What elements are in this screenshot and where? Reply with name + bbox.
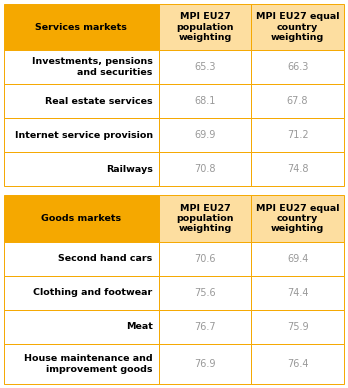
Text: Internet service provision: Internet service provision <box>15 131 153 140</box>
Bar <box>159 310 251 344</box>
Bar <box>4 276 159 310</box>
Bar <box>251 276 344 310</box>
Text: Services markets: Services markets <box>35 23 127 31</box>
Bar <box>159 50 251 84</box>
Bar <box>159 196 251 242</box>
Bar <box>159 84 251 118</box>
Bar <box>4 50 159 84</box>
Bar <box>4 152 159 187</box>
Text: 68.1: 68.1 <box>194 96 216 106</box>
Bar <box>4 84 159 118</box>
Bar <box>251 84 344 118</box>
Bar <box>159 4 251 50</box>
Text: 75.6: 75.6 <box>194 288 216 298</box>
Bar <box>251 196 344 242</box>
Bar <box>4 118 159 152</box>
Text: Investments, pensions
and securities: Investments, pensions and securities <box>32 57 153 77</box>
Text: 70.8: 70.8 <box>194 165 216 175</box>
Text: Railways: Railways <box>106 165 153 174</box>
Text: 76.9: 76.9 <box>194 359 216 369</box>
Bar <box>159 152 251 187</box>
Text: Clothing and footwear: Clothing and footwear <box>33 288 153 297</box>
Bar <box>251 118 344 152</box>
Bar <box>251 50 344 84</box>
Bar <box>159 344 251 384</box>
Text: 65.3: 65.3 <box>194 62 216 72</box>
Bar <box>251 152 344 187</box>
Text: MPI EU27
population
weighting: MPI EU27 population weighting <box>176 204 234 234</box>
Bar <box>4 242 159 276</box>
Text: Meat: Meat <box>126 322 153 331</box>
Bar <box>159 242 251 276</box>
Text: 76.7: 76.7 <box>194 322 216 332</box>
Bar <box>251 310 344 344</box>
Text: Second hand cars: Second hand cars <box>58 254 153 263</box>
Text: 69.4: 69.4 <box>287 254 308 264</box>
Bar <box>251 4 344 50</box>
Bar <box>251 344 344 384</box>
Bar <box>159 276 251 310</box>
Text: 71.2: 71.2 <box>287 130 308 140</box>
Bar <box>4 196 159 242</box>
Text: Goods markets: Goods markets <box>41 214 121 223</box>
Text: 76.4: 76.4 <box>287 359 308 369</box>
Bar <box>4 344 159 384</box>
Text: House maintenance and
improvement goods: House maintenance and improvement goods <box>24 354 153 374</box>
Text: 69.9: 69.9 <box>194 130 216 140</box>
Bar <box>4 4 159 50</box>
Text: MPI EU27 equal
country
weighting: MPI EU27 equal country weighting <box>256 12 339 42</box>
Text: Real estate services: Real estate services <box>45 97 153 106</box>
Text: 75.9: 75.9 <box>287 322 308 332</box>
Text: 66.3: 66.3 <box>287 62 308 72</box>
Text: MPI EU27
population
weighting: MPI EU27 population weighting <box>176 12 234 42</box>
Bar <box>251 242 344 276</box>
Text: 67.8: 67.8 <box>287 96 308 106</box>
Text: 74.4: 74.4 <box>287 288 308 298</box>
Text: 74.8: 74.8 <box>287 165 308 175</box>
Bar <box>159 118 251 152</box>
Text: 70.6: 70.6 <box>194 254 216 264</box>
Bar <box>4 310 159 344</box>
Text: MPI EU27 equal
country
weighting: MPI EU27 equal country weighting <box>256 204 339 234</box>
